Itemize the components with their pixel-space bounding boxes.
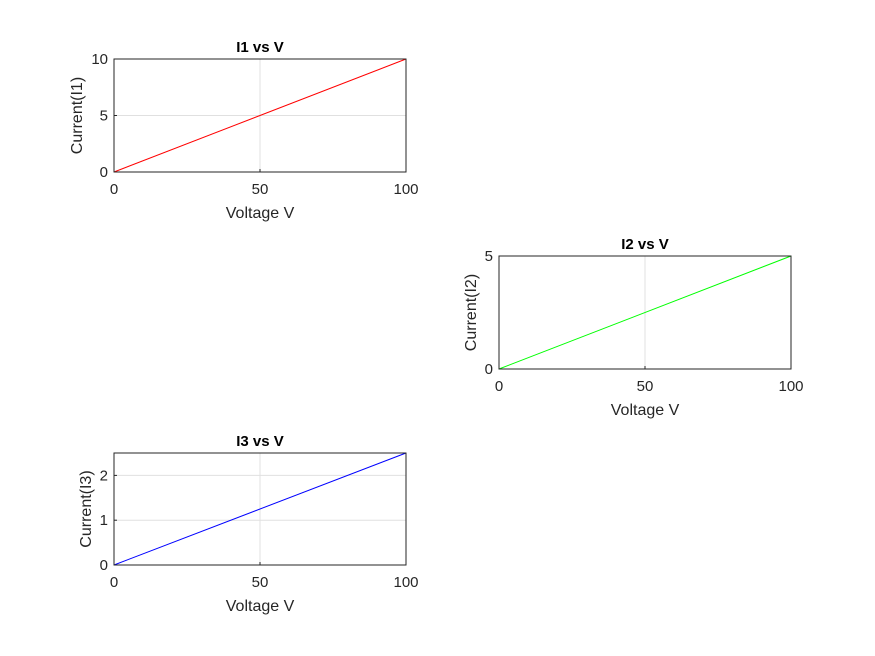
y-tick-label: 0 <box>485 361 493 378</box>
x-axis-label: Voltage V <box>226 205 295 222</box>
x-tick-label: 100 <box>393 181 418 198</box>
x-axis-label: Voltage V <box>611 402 680 419</box>
x-tick-label: 0 <box>110 181 118 198</box>
chart-i3-vs-v: I3 vs V Voltage V Current(I3) 0 50 100 0 1 2 <box>78 433 419 615</box>
series-line <box>113 452 407 566</box>
x-tick-label: 50 <box>252 181 269 198</box>
chart-i1-vs-v: I1 vs V Voltage V Current(I1) 0 50 100 0 5 10 <box>69 39 419 222</box>
y-tick-label: 2 <box>100 467 108 484</box>
chart-title: I1 vs V <box>236 39 284 56</box>
y-tick-label: 1 <box>100 512 108 529</box>
x-tick-label: 0 <box>110 574 118 591</box>
y-tick-label: 10 <box>91 51 108 68</box>
y-tick-label: 0 <box>100 164 108 181</box>
x-tick-label: 100 <box>778 378 803 395</box>
y-axis-label: Current(I2) <box>463 274 480 351</box>
y-tick-label: 5 <box>100 108 108 125</box>
chart-title: I2 vs V <box>621 236 669 253</box>
y-axis-label: Current(I3) <box>78 470 95 547</box>
y-tick-label: 0 <box>100 557 108 574</box>
chart-title: I3 vs V <box>236 433 284 450</box>
x-tick-label: 100 <box>393 574 418 591</box>
x-tick-label: 0 <box>495 378 503 395</box>
series-line <box>113 58 407 173</box>
x-axis-label: Voltage V <box>226 598 295 615</box>
series-line <box>498 255 792 370</box>
y-tick-label: 5 <box>485 248 493 265</box>
x-tick-label: 50 <box>252 574 269 591</box>
y-axis-label: Current(I1) <box>69 77 86 154</box>
x-tick-label: 50 <box>637 378 654 395</box>
chart-i2-vs-v: I2 vs V Voltage V Current(I2) 0 50 100 0 5 <box>463 236 804 419</box>
